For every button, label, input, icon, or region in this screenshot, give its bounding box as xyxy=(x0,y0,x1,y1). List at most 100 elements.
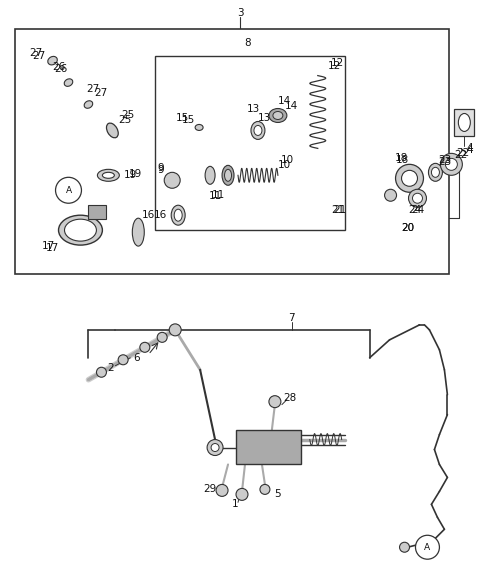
Text: 11: 11 xyxy=(211,190,225,200)
Ellipse shape xyxy=(132,218,144,246)
Text: 21: 21 xyxy=(331,205,344,215)
Text: 18: 18 xyxy=(395,153,408,164)
Text: 25: 25 xyxy=(119,115,132,126)
Text: 6: 6 xyxy=(133,353,140,363)
Circle shape xyxy=(211,444,219,452)
Text: 22: 22 xyxy=(457,148,470,158)
Circle shape xyxy=(164,172,180,188)
Text: 4: 4 xyxy=(466,143,473,153)
Text: 17: 17 xyxy=(42,241,55,251)
Bar xyxy=(69,218,138,246)
Text: 1: 1 xyxy=(232,499,239,509)
Text: 21: 21 xyxy=(333,205,347,215)
Text: 15: 15 xyxy=(181,115,195,126)
Bar xyxy=(15,29,449,274)
Text: 2: 2 xyxy=(107,363,114,373)
Text: 9: 9 xyxy=(157,164,164,173)
Bar xyxy=(236,430,301,465)
Text: 10: 10 xyxy=(278,160,291,170)
Ellipse shape xyxy=(205,166,215,185)
Text: 27: 27 xyxy=(32,51,45,61)
Text: 12: 12 xyxy=(331,58,344,68)
Circle shape xyxy=(412,193,422,203)
Ellipse shape xyxy=(174,209,182,221)
Text: 27: 27 xyxy=(86,84,99,93)
Circle shape xyxy=(118,355,128,365)
Text: 28: 28 xyxy=(283,393,297,402)
Text: 14: 14 xyxy=(278,96,291,105)
Text: 17: 17 xyxy=(46,243,59,253)
Circle shape xyxy=(157,332,167,342)
Ellipse shape xyxy=(97,169,120,181)
Circle shape xyxy=(408,189,426,207)
Circle shape xyxy=(260,484,270,494)
Text: 8: 8 xyxy=(245,38,252,48)
Text: 22: 22 xyxy=(455,151,468,160)
Text: 26: 26 xyxy=(54,63,67,74)
Text: 11: 11 xyxy=(208,191,222,201)
Circle shape xyxy=(96,367,107,377)
Text: 26: 26 xyxy=(52,62,65,72)
Circle shape xyxy=(384,189,396,201)
Text: 7: 7 xyxy=(288,313,295,323)
Ellipse shape xyxy=(48,57,57,65)
Text: 9: 9 xyxy=(157,165,164,175)
Text: A: A xyxy=(65,186,72,195)
Text: 20: 20 xyxy=(401,223,414,233)
Circle shape xyxy=(396,164,423,192)
Bar xyxy=(390,148,444,190)
Text: 20: 20 xyxy=(401,223,414,233)
Text: 10: 10 xyxy=(281,155,294,165)
Text: 25: 25 xyxy=(122,110,135,121)
Ellipse shape xyxy=(251,122,265,139)
Text: 13: 13 xyxy=(258,113,272,123)
Bar xyxy=(455,109,474,136)
Ellipse shape xyxy=(59,215,102,245)
Ellipse shape xyxy=(273,112,283,119)
Text: 24: 24 xyxy=(411,205,424,215)
Text: 12: 12 xyxy=(328,61,341,71)
Text: 18: 18 xyxy=(396,155,409,165)
Ellipse shape xyxy=(222,165,234,185)
Text: 27: 27 xyxy=(29,48,42,58)
Text: 23: 23 xyxy=(438,157,451,168)
Ellipse shape xyxy=(195,125,203,130)
Text: 19: 19 xyxy=(129,169,142,179)
Circle shape xyxy=(140,342,150,352)
Circle shape xyxy=(169,324,181,336)
Circle shape xyxy=(236,488,248,500)
Bar xyxy=(155,55,345,230)
Ellipse shape xyxy=(84,101,93,108)
Ellipse shape xyxy=(64,219,96,241)
Circle shape xyxy=(445,158,457,170)
Text: 4: 4 xyxy=(466,145,473,156)
Ellipse shape xyxy=(429,164,443,181)
Ellipse shape xyxy=(225,169,231,181)
Text: 29: 29 xyxy=(204,484,216,495)
Text: 27: 27 xyxy=(94,88,107,97)
Ellipse shape xyxy=(432,168,439,177)
Circle shape xyxy=(416,535,439,559)
Text: 14: 14 xyxy=(285,101,299,110)
Bar xyxy=(88,205,107,219)
Ellipse shape xyxy=(171,205,185,225)
Text: 3: 3 xyxy=(237,8,243,18)
Circle shape xyxy=(207,440,223,456)
Text: A: A xyxy=(424,543,431,552)
Text: 13: 13 xyxy=(246,104,260,114)
Text: 19: 19 xyxy=(124,170,137,181)
Circle shape xyxy=(269,396,281,408)
Text: 23: 23 xyxy=(438,155,451,165)
Circle shape xyxy=(441,153,462,175)
Ellipse shape xyxy=(64,79,73,87)
Text: 15: 15 xyxy=(176,113,189,123)
Text: 5: 5 xyxy=(275,490,281,499)
Circle shape xyxy=(399,542,409,552)
Ellipse shape xyxy=(458,114,470,131)
Ellipse shape xyxy=(254,126,262,135)
Circle shape xyxy=(402,170,418,186)
Text: 16: 16 xyxy=(142,210,155,220)
Circle shape xyxy=(56,177,82,203)
Ellipse shape xyxy=(107,123,118,138)
Circle shape xyxy=(216,484,228,496)
